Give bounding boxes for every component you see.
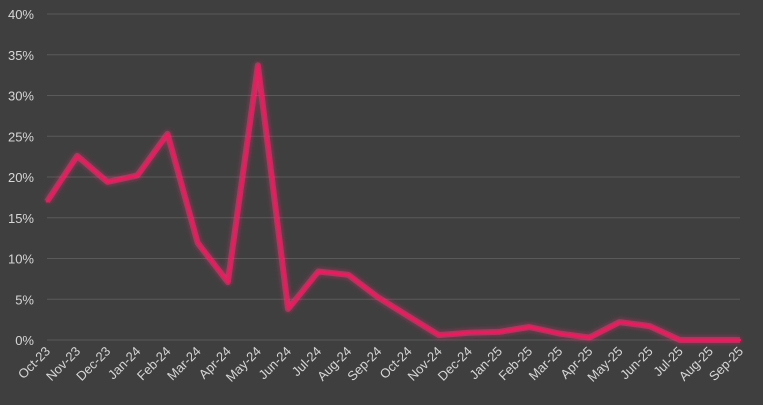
y-tick-label: 40% (8, 7, 34, 22)
data-point (558, 332, 561, 335)
x-tick-label: Mar-25 (526, 344, 566, 384)
data-point (347, 273, 350, 276)
data-point (316, 270, 320, 273)
y-tick-label: 20% (8, 170, 34, 185)
x-tick-label: Mar-24 (164, 344, 204, 384)
data-point (136, 174, 139, 177)
y-tick-label: 30% (8, 89, 34, 104)
data-point (678, 338, 681, 342)
x-tick-label: Jun-24 (255, 344, 294, 383)
y-tick-label: 5% (15, 292, 34, 307)
data-point (467, 331, 471, 334)
data-point (708, 338, 712, 342)
x-tick-label: Dec-23 (73, 344, 113, 384)
data-point (196, 241, 199, 245)
series-group (44, 62, 742, 343)
y-tick-label: 0% (15, 333, 34, 348)
data-point (527, 325, 531, 329)
x-tick-label: Dec-24 (435, 344, 475, 384)
data-point (106, 180, 109, 184)
data-point (648, 324, 651, 328)
y-tick-label: 15% (8, 211, 34, 226)
data-point (377, 296, 380, 299)
y-tick-label: 10% (8, 252, 34, 267)
data-point (256, 64, 260, 67)
x-tick-label: Sep-25 (706, 344, 746, 384)
gridlines (47, 13, 740, 341)
data-point (75, 154, 79, 158)
data-point (45, 200, 49, 203)
data-point (437, 333, 440, 337)
data-point (407, 315, 410, 318)
data-point (497, 330, 501, 334)
y-tick-label: 35% (8, 48, 34, 63)
x-tick-label: Sep-24 (344, 344, 384, 384)
data-point (226, 280, 229, 284)
series-line (45, 64, 740, 342)
data-point (618, 320, 621, 324)
data-point (588, 336, 591, 339)
data-point (286, 307, 290, 311)
y-tick-label: 25% (8, 129, 34, 144)
x-tick-label: Jun-25 (617, 344, 656, 383)
data-point (738, 338, 742, 342)
data-point (166, 132, 169, 136)
y-axis-ticks: 0% 5% 10% 15% 20% 25% 30% 35% 40% (8, 7, 34, 348)
x-axis-ticks: Oct-23Nov-23Dec-23Jan-24Feb-24Mar-24Apr-… (15, 344, 746, 385)
